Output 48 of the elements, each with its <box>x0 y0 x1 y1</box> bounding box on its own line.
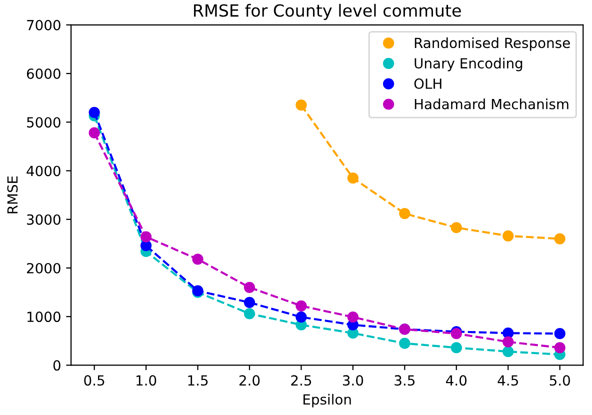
point <box>450 342 462 354</box>
y-tick-label: 1000 <box>27 312 60 322</box>
legend-label: Randomised Response <box>414 37 570 51</box>
y-tick-label: 6000 <box>26 68 60 79</box>
point <box>140 231 152 242</box>
x-tick-label: 5.0 <box>550 375 570 386</box>
point <box>554 342 566 354</box>
y-tick-label: 7000 <box>27 20 60 30</box>
point <box>88 127 100 138</box>
y-tick-label: 5000 <box>27 117 60 128</box>
x-tick-label: 4.0 <box>446 375 467 386</box>
chart-title: RMSE for County level commute <box>194 4 461 20</box>
point <box>296 100 307 111</box>
point <box>554 328 566 340</box>
y-tick-label: 4000 <box>26 166 60 176</box>
point <box>399 338 410 349</box>
y-tick-label: 2000 <box>26 262 60 274</box>
point <box>244 296 256 308</box>
point <box>502 230 514 242</box>
x-tick-label: 1.5 <box>188 375 208 386</box>
x-tick-label: 2.5 <box>291 375 312 386</box>
point <box>347 172 358 184</box>
x-tick-label: 2.0 <box>239 375 260 386</box>
y-tick-label: 0 <box>53 360 60 371</box>
point <box>296 300 307 312</box>
x-axis-title: Epsilon <box>304 394 351 408</box>
point <box>296 312 307 323</box>
point <box>347 312 358 323</box>
x-tick-label: 4.5 <box>498 375 518 386</box>
legend-label: OLH <box>414 78 442 89</box>
x-tick-label: 3.5 <box>394 375 414 386</box>
point <box>502 346 514 358</box>
legend-label: Hadamard Mechanism <box>414 98 568 110</box>
x-tick-label: 3.0 <box>342 375 364 386</box>
point <box>192 254 204 265</box>
point <box>88 106 100 118</box>
point <box>502 336 514 348</box>
point <box>399 208 410 220</box>
y-tick-label: 3000 <box>27 214 60 225</box>
point <box>554 233 566 244</box>
y-axis-title: RMSE <box>7 176 18 214</box>
x-tick-label: 0.5 <box>84 375 104 386</box>
legend-label: Unary Encoding <box>414 58 522 72</box>
point <box>502 328 514 339</box>
point <box>450 222 462 234</box>
point <box>244 282 256 293</box>
point <box>244 308 256 320</box>
x-tick-label: 1.0 <box>136 375 156 386</box>
